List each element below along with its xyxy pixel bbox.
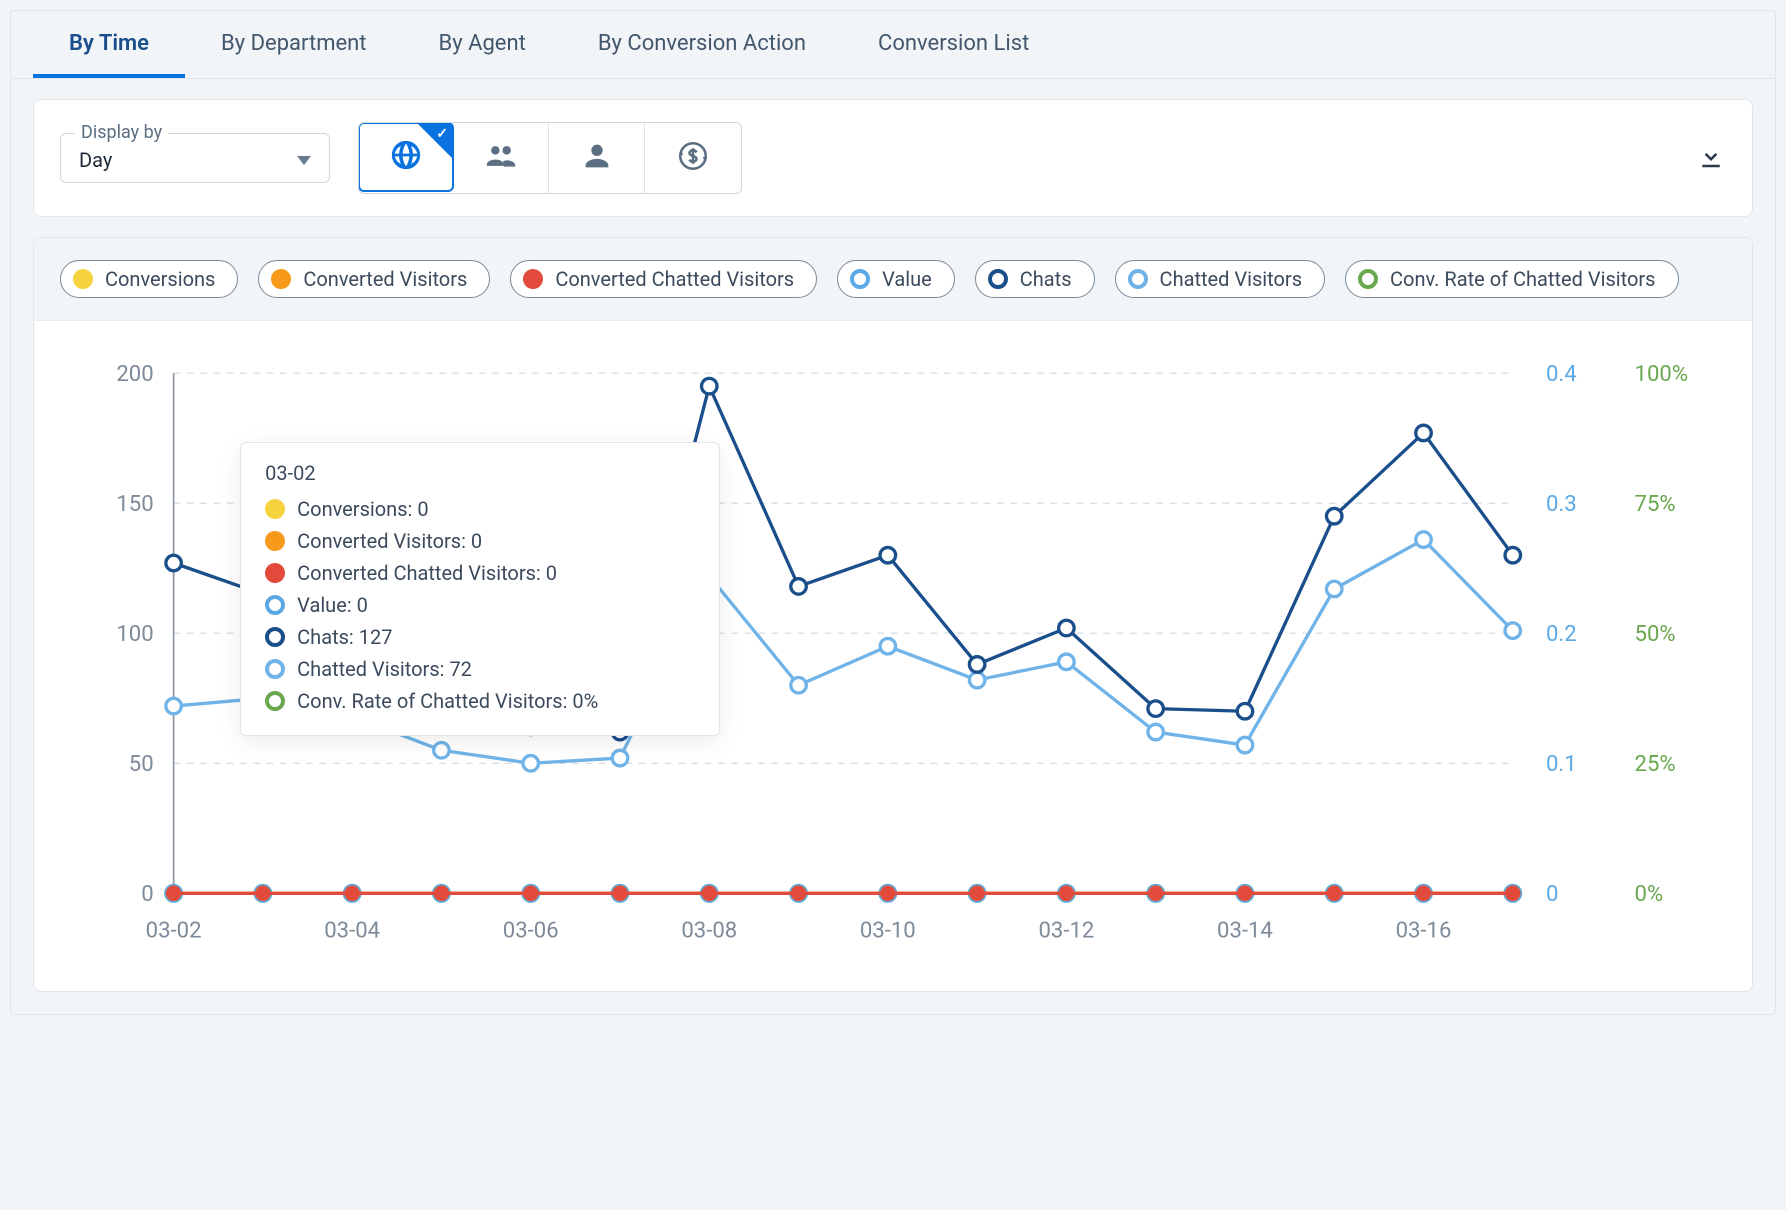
- person-icon: [580, 139, 614, 177]
- tooltip-text: Chats: 127: [297, 625, 392, 649]
- conversion-icon: [676, 139, 710, 177]
- tooltip-swatch: [265, 627, 285, 647]
- chart-tooltip: 03-02 Conversions: 0 Converted Visitors: …: [240, 442, 720, 736]
- tooltip-swatch: [265, 691, 285, 711]
- svg-text:0.2: 0.2: [1546, 621, 1577, 647]
- tooltip-row: Converted Visitors: 0: [265, 525, 695, 557]
- chart-card: Conversions Converted Visitors Converted C…: [33, 237, 1753, 992]
- legend-label: Converted Visitors: [303, 267, 467, 291]
- legend-pill-converted-visitors[interactable]: Converted Visitors: [258, 260, 490, 298]
- legend-label: Converted Chatted Visitors: [555, 267, 794, 291]
- tabs: By TimeBy DepartmentBy AgentBy Conversio…: [11, 11, 1775, 79]
- display-by-value: Day: [79, 148, 112, 172]
- svg-text:0.4: 0.4: [1546, 361, 1577, 387]
- scope-globe-button[interactable]: [358, 122, 454, 192]
- tooltip-row: Conversions: 0: [265, 493, 695, 525]
- svg-text:50%: 50%: [1635, 621, 1676, 647]
- globe-icon: [389, 138, 423, 176]
- legend-pill-conversions[interactable]: Conversions: [60, 260, 238, 298]
- report-panel: By TimeBy DepartmentBy AgentBy Conversio…: [10, 10, 1776, 1015]
- tooltip-text: Converted Chatted Visitors: 0: [297, 561, 557, 585]
- legend-swatch: [1358, 269, 1378, 289]
- tooltip-swatch: [265, 595, 285, 615]
- display-by-label: Display by: [75, 122, 168, 143]
- svg-text:03-12: 03-12: [1038, 918, 1094, 944]
- legend-label: Conv. Rate of Chatted Visitors: [1390, 267, 1655, 291]
- svg-text:100%: 100%: [1635, 361, 1689, 387]
- chevron-down-icon: [297, 156, 311, 165]
- tab-by-department[interactable]: By Department: [185, 11, 403, 78]
- svg-text:03-16: 03-16: [1396, 918, 1452, 944]
- svg-text:0.1: 0.1: [1546, 751, 1577, 777]
- svg-text:03-10: 03-10: [860, 918, 916, 944]
- tooltip-swatch: [265, 499, 285, 519]
- display-by-select[interactable]: Display by Day: [60, 133, 330, 183]
- tooltip-title: 03-02: [265, 461, 695, 485]
- tooltip-swatch: [265, 563, 285, 583]
- download-button[interactable]: [1696, 141, 1726, 175]
- tooltip-row: Converted Chatted Visitors: 0: [265, 557, 695, 589]
- tooltip-row: Value: 0: [265, 589, 695, 621]
- legend-bar: Conversions Converted Visitors Converted C…: [34, 238, 1752, 321]
- svg-text:03-06: 03-06: [503, 918, 559, 944]
- svg-text:75%: 75%: [1635, 491, 1676, 517]
- svg-text:03-08: 03-08: [681, 918, 737, 944]
- legend-swatch: [523, 269, 543, 289]
- legend-swatch: [850, 269, 870, 289]
- download-icon: [1696, 141, 1726, 171]
- legend-pill-conv-rate[interactable]: Conv. Rate of Chatted Visitors: [1345, 260, 1678, 298]
- scope-button-group: [358, 122, 742, 194]
- tooltip-text: Chatted Visitors: 72: [297, 657, 472, 681]
- svg-text:150: 150: [116, 491, 153, 517]
- svg-text:50: 50: [129, 751, 154, 777]
- svg-text:03-04: 03-04: [324, 918, 380, 944]
- legend-swatch: [271, 269, 291, 289]
- tooltip-row: Chats: 127: [265, 621, 695, 653]
- legend-pill-converted-chatted-visitors[interactable]: Converted Chatted Visitors: [510, 260, 817, 298]
- legend-label: Value: [882, 267, 932, 291]
- scope-conversion-button[interactable]: [645, 123, 741, 193]
- legend-label: Chatted Visitors: [1160, 267, 1302, 291]
- tooltip-swatch: [265, 659, 285, 679]
- legend-swatch: [988, 269, 1008, 289]
- tab-conversion-list[interactable]: Conversion List: [842, 11, 1065, 78]
- legend-swatch: [1128, 269, 1148, 289]
- tab-by-agent[interactable]: By Agent: [403, 11, 562, 78]
- svg-text:03-14: 03-14: [1217, 918, 1273, 944]
- svg-text:0: 0: [1546, 881, 1558, 907]
- tooltip-row: Chatted Visitors: 72: [265, 653, 695, 685]
- scope-person-button[interactable]: [549, 123, 645, 193]
- legend-label: Conversions: [105, 267, 215, 291]
- legend-pill-chats[interactable]: Chats: [975, 260, 1095, 298]
- toolbar-card: Display by Day: [33, 99, 1753, 217]
- tooltip-row: Conv. Rate of Chatted Visitors: 0%: [265, 685, 695, 717]
- svg-text:200: 200: [116, 361, 153, 387]
- svg-text:0: 0: [141, 881, 153, 907]
- scope-group-button[interactable]: [453, 123, 549, 193]
- tooltip-text: Value: 0: [297, 593, 368, 617]
- svg-text:0.3: 0.3: [1546, 491, 1577, 517]
- legend-label: Chats: [1020, 267, 1072, 291]
- group-icon: [484, 139, 518, 177]
- svg-text:25%: 25%: [1635, 751, 1676, 777]
- tooltip-swatch: [265, 531, 285, 551]
- tooltip-text: Conv. Rate of Chatted Visitors: 0%: [297, 689, 598, 713]
- legend-pill-chatted-visitors[interactable]: Chatted Visitors: [1115, 260, 1325, 298]
- tooltip-text: Converted Visitors: 0: [297, 529, 482, 553]
- svg-text:03-02: 03-02: [146, 918, 202, 944]
- tab-by-time[interactable]: By Time: [33, 11, 185, 78]
- tab-by-conversion-action[interactable]: By Conversion Action: [562, 11, 842, 78]
- legend-pill-value[interactable]: Value: [837, 260, 955, 298]
- tooltip-text: Conversions: 0: [297, 497, 428, 521]
- svg-text:0%: 0%: [1635, 881, 1664, 907]
- chart-area: 0 50 100 150 200 0 0.1 0.2 0.3 0.4 0% 25% 50% 75% 100%…: [34, 321, 1752, 991]
- legend-swatch: [73, 269, 93, 289]
- svg-text:100: 100: [116, 621, 153, 647]
